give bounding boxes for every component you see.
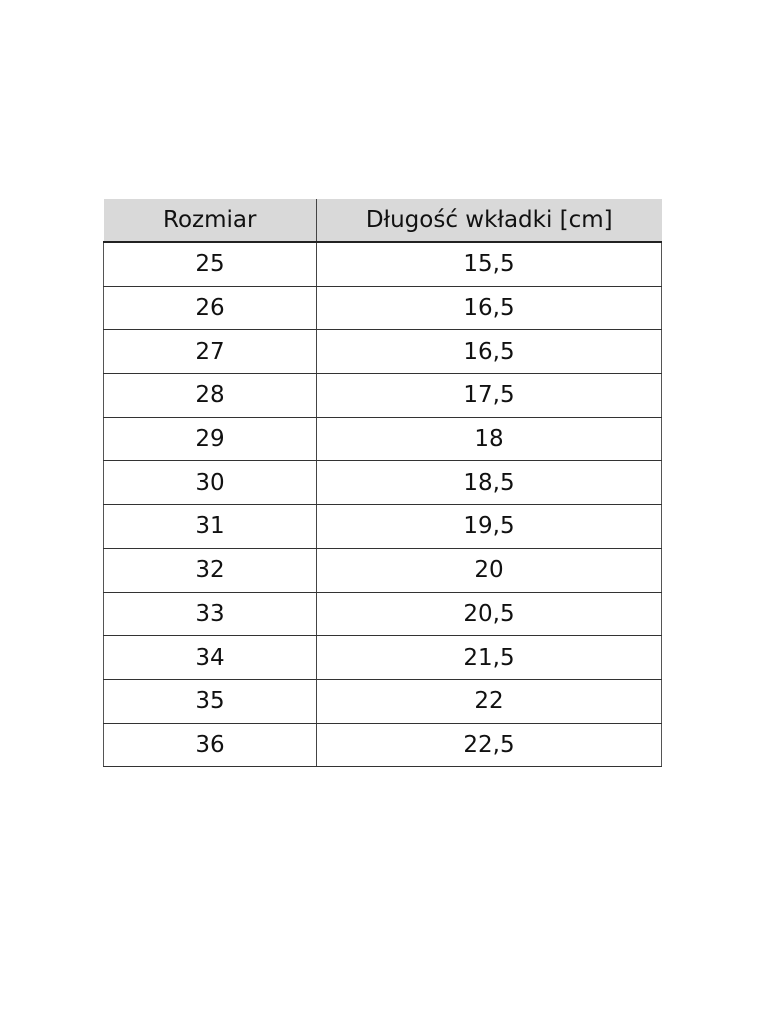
length-cell: 15,5 <box>316 242 662 287</box>
table-row: 27 16,5 <box>103 329 662 375</box>
size-cell: 25 <box>103 242 317 287</box>
size-table: Rozmiar Długość wkładki [cm] 25 15,5 26 16,… <box>103 199 662 768</box>
table-row: 31 19,5 <box>103 504 662 549</box>
size-cell: 34 <box>103 635 317 680</box>
size-cell: 28 <box>103 373 317 418</box>
table-row: 32 20 <box>103 548 662 593</box>
size-cell: 31 <box>103 504 317 549</box>
size-cell: 33 <box>103 592 317 637</box>
length-cell: 17,5 <box>316 373 662 418</box>
length-cell: 22 <box>316 679 662 724</box>
length-cell: 18 <box>316 417 662 462</box>
table-row: 34 21,5 <box>103 635 662 680</box>
length-cell: 21,5 <box>316 635 662 680</box>
table-row: 30 18,5 <box>103 460 662 506</box>
length-cell: 16,5 <box>316 329 662 375</box>
size-cell: 35 <box>103 679 317 724</box>
length-cell: 18,5 <box>316 460 662 506</box>
size-cell: 29 <box>103 417 317 462</box>
header-size: Rozmiar <box>103 199 317 243</box>
size-cell: 26 <box>103 286 317 331</box>
table-row: 33 20,5 <box>103 592 662 637</box>
size-cell: 36 <box>103 723 317 768</box>
table-row: 28 17,5 <box>103 373 662 418</box>
length-cell: 19,5 <box>316 504 662 549</box>
table-row: 26 16,5 <box>103 286 662 331</box>
table-row: 25 15,5 <box>103 242 662 287</box>
length-cell: 20 <box>316 548 662 593</box>
length-cell: 16,5 <box>316 286 662 331</box>
table-row: 29 18 <box>103 417 662 462</box>
size-cell: 27 <box>103 329 317 375</box>
table-row: 36 22,5 <box>103 723 662 768</box>
length-cell: 22,5 <box>316 723 662 768</box>
length-cell: 20,5 <box>316 592 662 637</box>
size-cell: 30 <box>103 460 317 506</box>
table-row: 35 22 <box>103 679 662 724</box>
header-row: Rozmiar Długość wkładki [cm] <box>103 199 662 243</box>
size-cell: 32 <box>103 548 317 593</box>
header-insole-length: Długość wkładki [cm] <box>316 199 662 243</box>
